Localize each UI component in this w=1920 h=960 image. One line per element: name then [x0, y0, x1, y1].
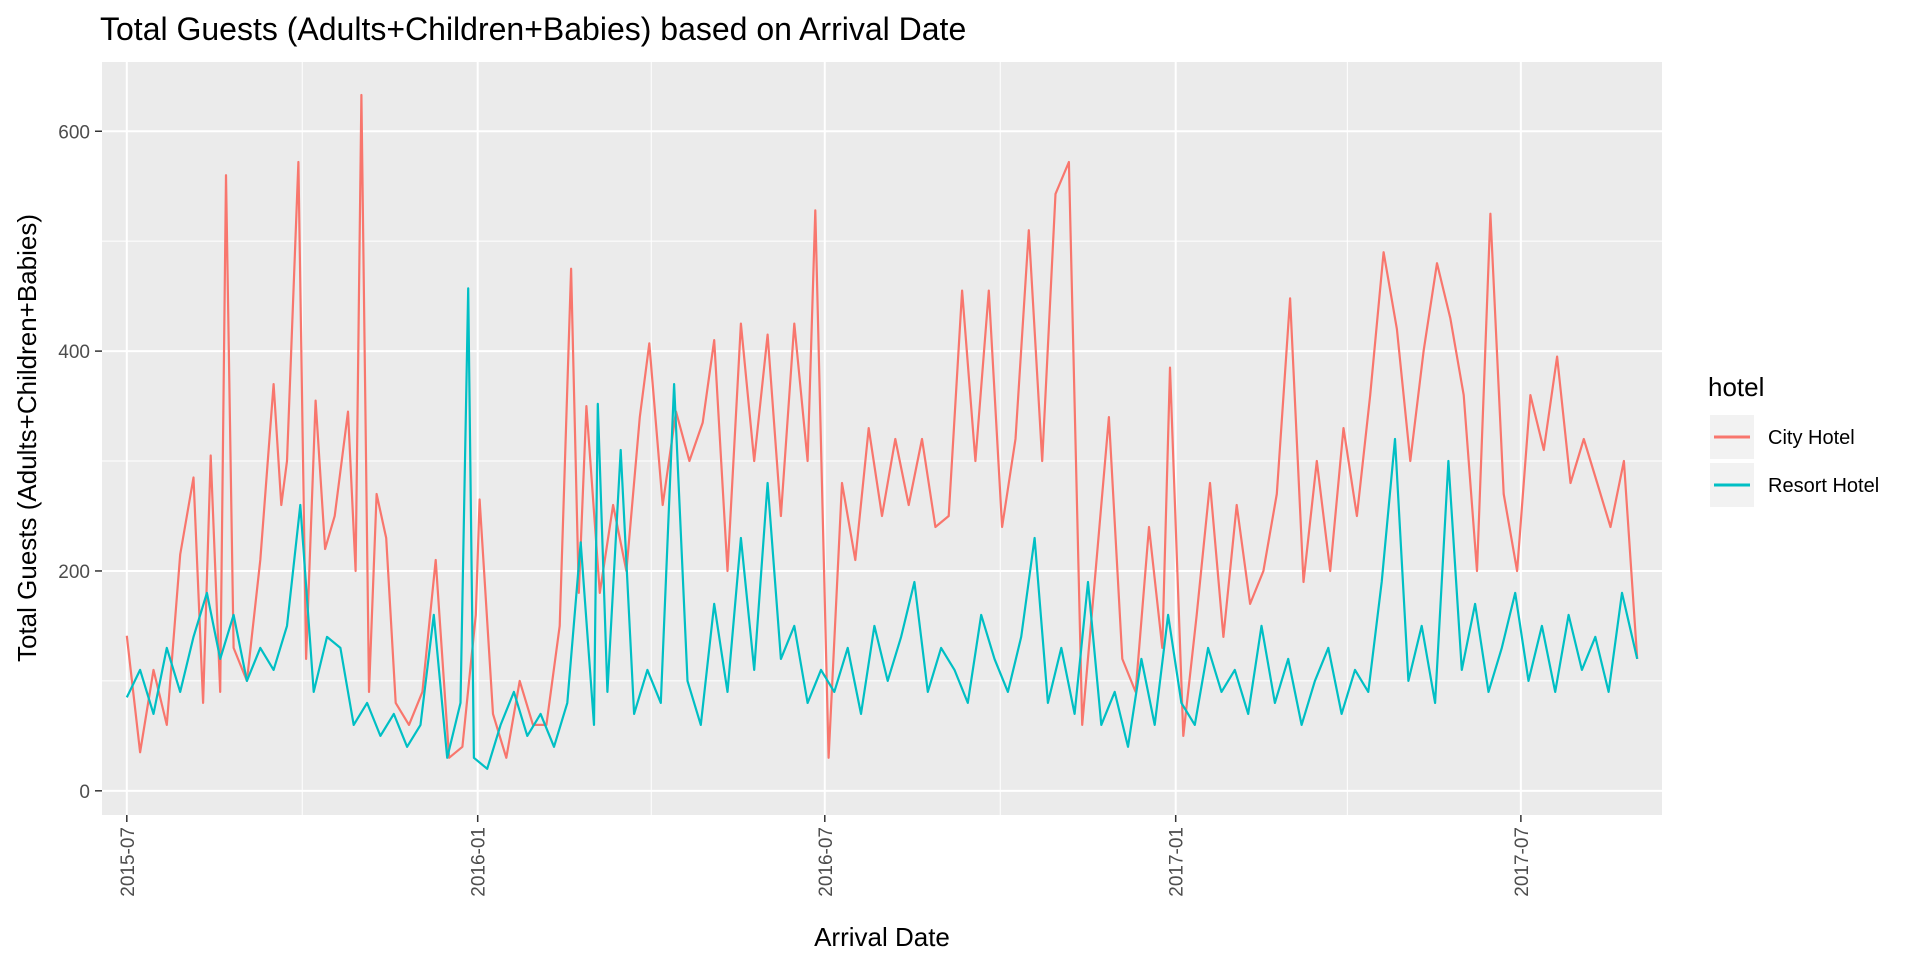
- y-tick-label: 0: [79, 782, 90, 803]
- series-lines: [125, 93, 1639, 770]
- plot-panel: [102, 62, 1662, 815]
- legend: hotel City Hotel Resort Hotel: [1708, 372, 1879, 507]
- legend-title: hotel: [1708, 372, 1764, 402]
- y-tick-label: 600: [58, 122, 90, 143]
- x-axis-title: Arrival Date: [814, 922, 950, 952]
- y-tick-label: 200: [58, 562, 90, 583]
- legend-label-city-hotel: City Hotel: [1768, 427, 1855, 449]
- x-tick-label: 2015-07: [118, 827, 139, 897]
- x-tick-label: 2017-01: [1167, 827, 1188, 897]
- x-tick-label: 2016-07: [816, 827, 837, 897]
- series-line-resort-hotel: [125, 287, 1639, 770]
- series-line-city-hotel: [125, 93, 1639, 759]
- minor-gridlines: [102, 62, 1662, 815]
- y-tick-label: 400: [58, 342, 90, 363]
- legend-label-resort-hotel: Resort Hotel: [1768, 475, 1879, 497]
- y-axis-title: Total Guests (Adults+Children+Babies): [12, 214, 42, 662]
- x-tick-label: 2017-07: [1512, 827, 1533, 897]
- x-axis-ticks: 2015-07 2016-01 2016-07 2017-01 2017-07: [118, 815, 1533, 897]
- chart-title: Total Guests (Adults+Children+Babies) ba…: [100, 11, 966, 47]
- y-axis-ticks: 0 200 400 600: [58, 122, 102, 803]
- x-tick-label: 2016-01: [469, 827, 490, 897]
